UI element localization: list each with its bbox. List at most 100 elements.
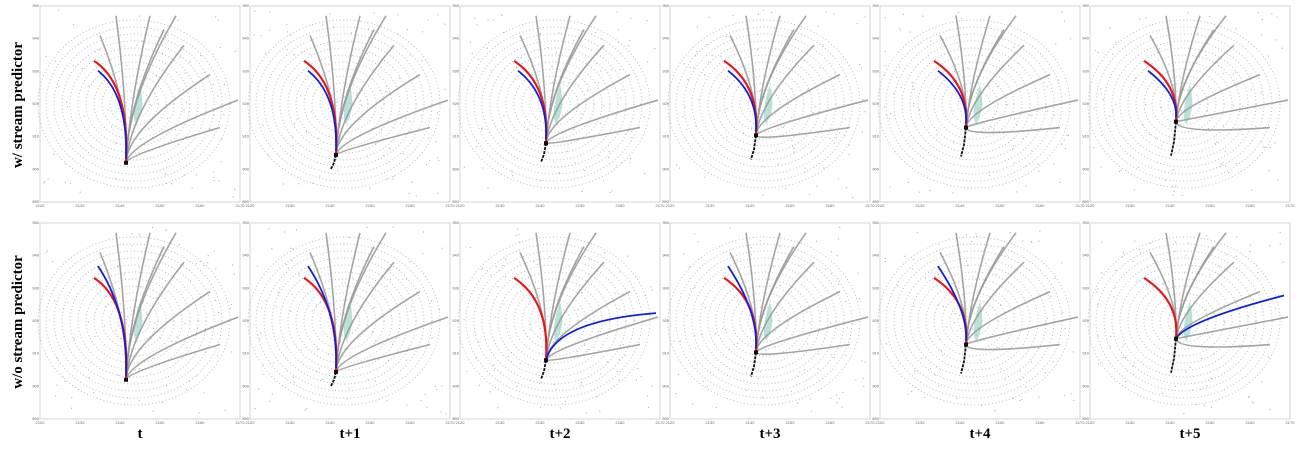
map-dot <box>493 19 494 20</box>
map-dot <box>153 411 154 412</box>
map-dot <box>817 26 818 27</box>
map-dot <box>1038 397 1039 398</box>
x-tick-label: 2150 <box>156 203 166 208</box>
map-dot <box>568 82 569 83</box>
x-tick-label: 2130 <box>706 203 716 208</box>
y-tick-label: 910 <box>32 134 39 139</box>
column-label: t+1 <box>339 426 360 442</box>
map-dot <box>974 372 975 373</box>
y-tick-label: 940 <box>452 36 459 41</box>
map-dot <box>966 260 967 261</box>
map-dot <box>834 142 835 143</box>
map-dot <box>539 383 540 384</box>
map-dot <box>1093 108 1094 109</box>
map-dot <box>383 155 384 156</box>
ego-vehicle <box>124 161 128 165</box>
map-dot <box>818 353 819 354</box>
map-dot <box>231 351 232 352</box>
map-dot <box>47 250 48 251</box>
map-dot <box>167 118 168 119</box>
map-dot <box>502 265 503 266</box>
map-dot <box>1262 19 1263 20</box>
y-tick-label: 920 <box>242 318 249 323</box>
map-dot <box>1050 296 1051 297</box>
y-tick-label: 920 <box>662 101 669 106</box>
map-dot <box>165 173 166 174</box>
map-dot <box>502 130 503 131</box>
map-dot <box>1020 379 1021 380</box>
x-tick-label: 2140 <box>536 420 546 425</box>
map-dot <box>680 341 681 342</box>
map-dot <box>600 123 601 124</box>
map-dot <box>971 241 972 242</box>
map-dot <box>865 361 866 362</box>
map-dot <box>152 358 153 359</box>
map-dot <box>49 319 50 320</box>
map-dot <box>476 24 477 25</box>
map-dot <box>935 374 936 375</box>
map-dot <box>152 227 153 228</box>
map-dot <box>124 46 125 47</box>
map-dot <box>406 279 407 280</box>
map-dot <box>791 391 792 392</box>
map-dot <box>154 322 155 323</box>
y-tick-label: 890 <box>1082 416 1089 421</box>
map-dot <box>1125 381 1126 382</box>
map-dot <box>1252 401 1253 402</box>
map-dot <box>812 112 813 113</box>
y-tick-label: 930 <box>872 68 879 73</box>
map-dot <box>503 115 504 116</box>
map-dot <box>811 411 812 412</box>
map-dot <box>208 255 209 256</box>
map-dot <box>845 301 846 302</box>
map-dot <box>213 171 214 172</box>
map-dot <box>603 105 604 106</box>
map-dot <box>848 154 849 155</box>
map-dot <box>410 310 411 311</box>
map-dot <box>438 160 439 161</box>
map-dot <box>1188 242 1189 243</box>
map-dot <box>823 167 824 168</box>
map-dot <box>420 400 421 401</box>
map-dot <box>690 67 691 68</box>
map-dot <box>481 129 482 130</box>
map-dot <box>235 51 236 52</box>
map-dot <box>288 268 289 269</box>
y-tick-label: 890 <box>32 199 39 204</box>
map-dot <box>65 182 66 183</box>
map-dot <box>716 407 717 408</box>
map-dot <box>650 286 651 287</box>
map-dot <box>530 329 531 330</box>
map-dot <box>862 131 863 132</box>
map-dot <box>286 264 287 265</box>
panel: 2120213021402150216021709509409309209109… <box>662 220 875 425</box>
map-dot <box>1097 304 1098 305</box>
map-dot <box>261 35 262 36</box>
ego-vehicle <box>544 141 548 145</box>
panel: 2120213021402150216021709509409309209109… <box>662 3 875 208</box>
map-dot <box>952 192 953 193</box>
map-dot <box>442 385 443 386</box>
map-dot <box>426 407 427 408</box>
map-dot <box>518 234 519 235</box>
map-dot <box>904 256 905 257</box>
y-tick-label: 930 <box>1082 68 1089 73</box>
map-dot <box>511 171 512 172</box>
map-dot <box>763 10 764 11</box>
map-dot <box>1016 124 1017 125</box>
map-dot <box>1269 170 1270 171</box>
x-tick-label: 2160 <box>826 420 836 425</box>
map-dot <box>57 358 58 359</box>
map-dot <box>1251 189 1252 190</box>
map-dot <box>490 391 491 392</box>
map-dot <box>186 347 187 348</box>
x-tick-label: 2130 <box>496 420 506 425</box>
x-tick-label: 2150 <box>1206 203 1216 208</box>
map-dot <box>1255 126 1256 127</box>
map-dot <box>421 60 422 61</box>
map-dot <box>751 128 752 129</box>
x-tick-label: 2140 <box>536 203 546 208</box>
map-dot <box>694 287 695 288</box>
map-dot <box>1115 42 1116 43</box>
map-dot <box>524 122 525 123</box>
